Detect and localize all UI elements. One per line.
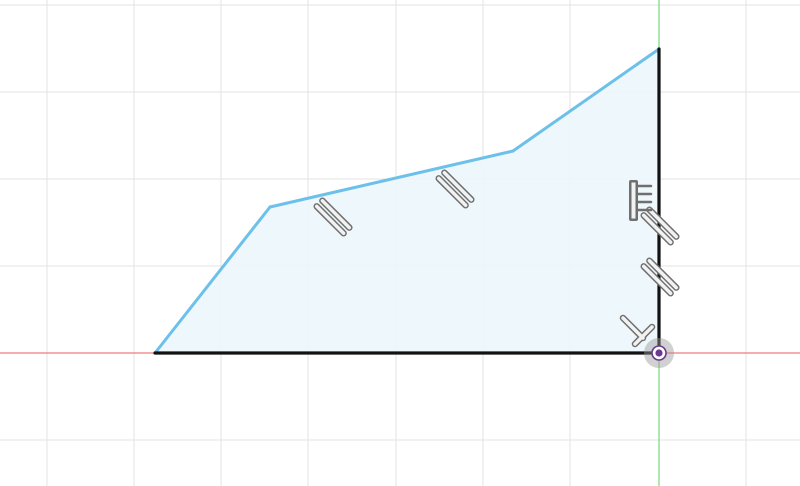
sketch-origin-icon[interactable]	[644, 338, 674, 368]
sketch-line-left[interactable]	[153, 205, 272, 355]
sketch-line-middle[interactable]	[268, 149, 515, 209]
vertical-constraint-icon[interactable]	[629, 180, 653, 221]
equal-constraint-icon[interactable]	[313, 197, 353, 237]
equal-constraint-icon[interactable]	[435, 169, 475, 209]
sketch-line-upper[interactable]	[511, 47, 661, 153]
equal-constraint-icon[interactable]	[640, 206, 680, 246]
equal-constraint-icon[interactable]	[640, 257, 680, 297]
perpendicular-constraint-icon[interactable]	[619, 314, 656, 348]
sketch-profile[interactable]	[155, 49, 659, 353]
